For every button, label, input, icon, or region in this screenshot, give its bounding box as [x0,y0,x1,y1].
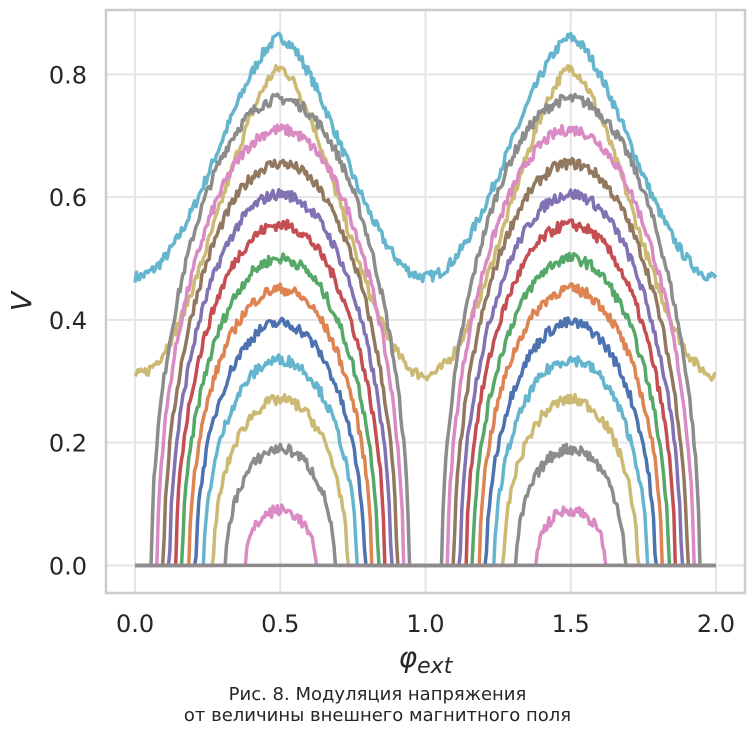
y-tick-label: 0.2 [49,430,87,458]
x-axis-label-sub: ext [417,654,454,679]
x-tick-label: 1.0 [406,610,444,638]
plot-frame [104,8,747,595]
y-tick-label: 0.8 [49,61,87,89]
y-axis-label: V [5,290,38,311]
chart: 0.0 0.5 1.0 1.5 2.0 0.0 0.2 0.4 0.6 0.8 φext V [5,8,747,679]
caption-line-1: Рис. 8. Модуляция напряжения [228,684,527,705]
y-tick-label: 0.4 [49,307,87,335]
figure-caption: Рис. 8. Модуляция напряжения от величины… [0,684,755,726]
grid [106,10,745,593]
tick-labels: 0.0 0.5 1.0 1.5 2.0 0.0 0.2 0.4 0.6 0.8 [49,61,735,638]
x-tick-label: 0.0 [116,610,154,638]
series-layer [133,31,718,568]
x-axis-label-base: φ [399,641,418,674]
series-line-1 [133,31,718,284]
x-tick-label: 1.5 [552,610,590,638]
x-tick-label: 0.5 [261,610,299,638]
y-tick-label: 0.6 [49,184,87,212]
caption-line-2: от величины внешнего магнитного поля [183,705,572,726]
x-tick-label: 2.0 [697,610,735,638]
y-tick-label: 0.0 [49,552,87,580]
x-axis-label: φext [399,641,454,679]
